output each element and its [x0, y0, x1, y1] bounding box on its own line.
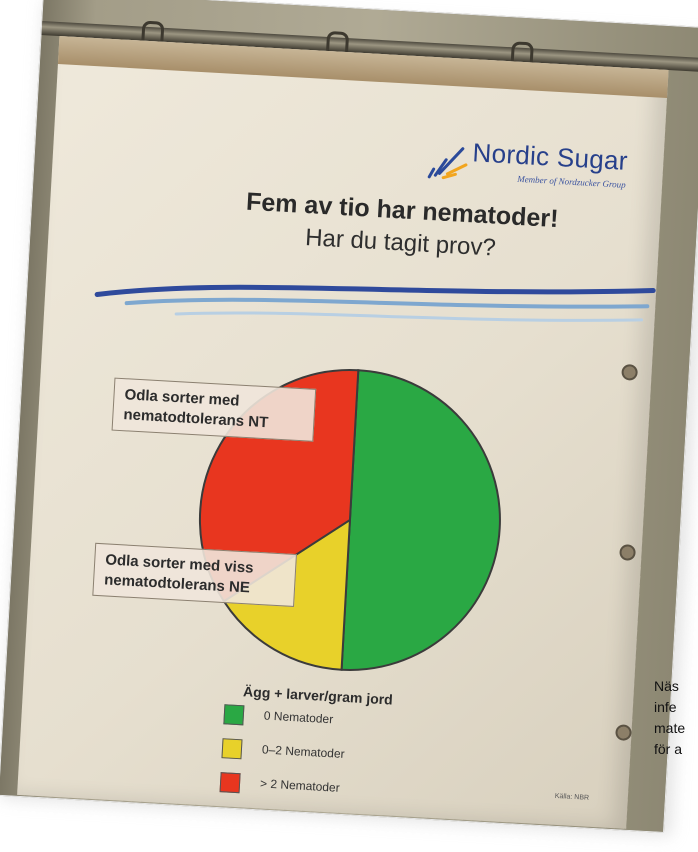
poster-photo: Nordic Sugar Member of Nordzucker Group … — [0, 0, 698, 833]
caption-line: mate — [654, 720, 686, 736]
caption-line: Näs — [654, 678, 679, 694]
callout-nt: Odla sorter med nematodtolerans NT — [111, 377, 317, 442]
decorative-swoosh — [94, 284, 656, 322]
chart-legend: Ägg + larver/gram jord 0 Nematoder 0–2 N… — [219, 682, 445, 812]
nordic-sugar-logo: Nordic Sugar Member of Nordzucker Group — [418, 130, 652, 213]
legend-item: 0–2 Nematoder — [221, 738, 442, 778]
callout-ne: Odla sorter med viss nematodtolerans NE — [92, 542, 297, 607]
legend-item: 0 Nematoder — [223, 704, 444, 744]
legend-swatch-red — [219, 772, 241, 794]
legend-label: > 2 Nematoder — [259, 776, 341, 795]
legend-swatch-yellow — [221, 738, 243, 760]
sun-rays-icon — [427, 147, 468, 180]
pie-slice-0-nematoder — [340, 369, 501, 671]
legend-swatch-green — [223, 704, 245, 726]
logo-tagline: Member of Nordzucker Group — [516, 173, 626, 190]
article-caption: Näs infe mate för a — [654, 676, 698, 760]
legend-label: 0 Nematoder — [263, 708, 334, 727]
caption-line: för a — [654, 741, 683, 757]
logo-name: Nordic Sugar — [471, 137, 629, 176]
legend-label: 0–2 Nematoder — [261, 742, 345, 762]
caption-line: infe — [654, 699, 677, 715]
